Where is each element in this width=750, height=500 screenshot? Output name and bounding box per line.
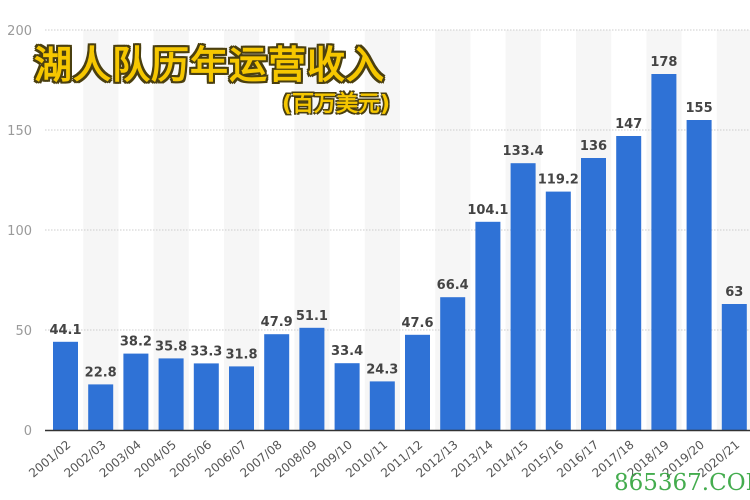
bar	[264, 334, 290, 430]
bar	[53, 341, 78, 430]
value-label: 147	[615, 117, 642, 132]
bar	[229, 366, 254, 430]
value-label: 178	[650, 55, 677, 70]
bar	[581, 158, 606, 430]
value-label: 44.1	[49, 323, 81, 338]
bar	[616, 136, 642, 430]
y-axis-tick-label: 150	[7, 124, 32, 139]
bar	[545, 191, 571, 430]
bar	[88, 384, 114, 430]
value-label: 51.1	[296, 309, 328, 324]
value-label: 104.1	[467, 203, 508, 218]
value-label: 133.4	[503, 144, 544, 159]
chart-title: 湖人队历年运营收入	[34, 43, 386, 87]
value-label: 22.8	[85, 365, 117, 380]
bar	[299, 327, 325, 430]
bar	[158, 358, 184, 430]
value-label: 35.8	[155, 339, 187, 354]
value-label: 33.3	[190, 344, 222, 359]
watermark: 865367.COM	[614, 470, 750, 496]
value-label: 47.6	[401, 316, 433, 331]
y-axis-tick-label: 50	[15, 324, 32, 339]
bar	[686, 120, 712, 430]
value-label: 63	[725, 285, 743, 300]
y-axis-tick-label: 200	[7, 24, 32, 39]
y-axis-tick-label: 100	[7, 224, 32, 239]
value-label: 24.3	[366, 362, 398, 377]
bar	[651, 74, 677, 430]
y-axis-tick-label: 0	[24, 424, 32, 439]
background-stripe	[83, 30, 119, 430]
bar	[405, 334, 430, 430]
value-label: 136	[580, 139, 607, 154]
chart-subtitle: (百万美元)	[282, 92, 391, 117]
value-label: 119.2	[538, 173, 579, 188]
bar	[510, 163, 536, 430]
bar	[475, 221, 501, 430]
value-label: 47.9	[261, 315, 293, 330]
value-label: 33.4	[331, 344, 363, 359]
value-label: 31.8	[225, 347, 257, 362]
bar	[440, 297, 466, 430]
bar	[193, 363, 219, 430]
value-label: 38.2	[120, 335, 152, 350]
value-label: 155	[686, 101, 713, 116]
bar	[721, 304, 747, 430]
bar	[334, 363, 360, 430]
bar	[123, 353, 149, 430]
value-label: 66.4	[437, 278, 469, 293]
bar	[369, 381, 395, 430]
